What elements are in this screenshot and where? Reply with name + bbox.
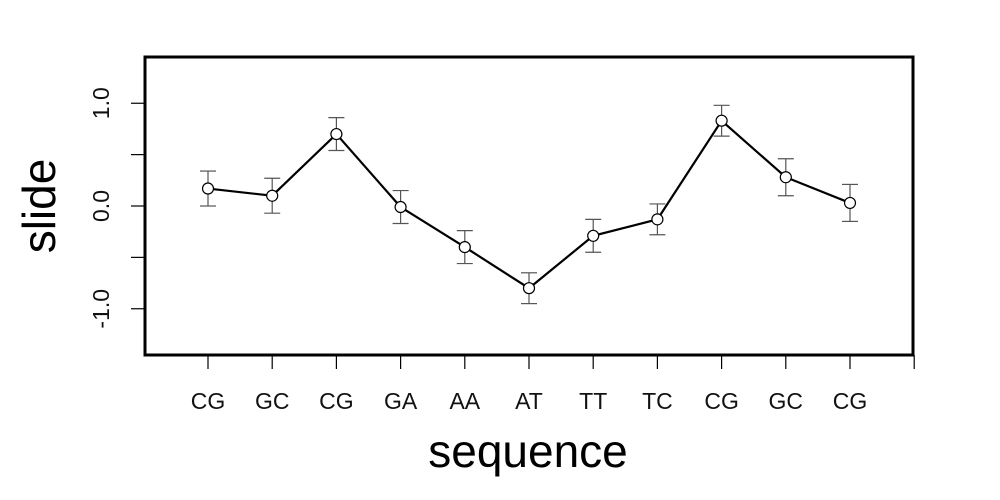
data-point [330, 127, 343, 141]
y-axis-title: slide [13, 159, 65, 254]
data-point [394, 200, 407, 214]
data-point [651, 213, 664, 226]
x-tick-label: CG [319, 388, 354, 414]
y-tick-label: -1.0 [88, 289, 114, 329]
series-line [207, 119, 851, 290]
x-axis-title: sequence [428, 425, 628, 477]
x-tick-label: GC [769, 388, 804, 414]
x-tick-label: CG [704, 388, 739, 414]
x-tick-label: TC [642, 388, 673, 414]
error-bars [200, 104, 858, 305]
x-tick-label: TT [579, 388, 607, 414]
plot-frame [143, 55, 915, 357]
x-tick-label: CG [191, 388, 226, 414]
y-axis: -1.0 0.0 1.0 [88, 87, 145, 329]
x-tick-label: GA [384, 388, 418, 414]
data-point [201, 182, 215, 195]
x-tick-label: CG [833, 388, 868, 414]
y-tick-label: 0.0 [88, 190, 114, 222]
x-axis: CG GC CG GA AA AT TT TC CG GC CG [191, 355, 915, 414]
data-points [201, 114, 857, 295]
data-point [266, 189, 279, 202]
data-point [458, 241, 471, 254]
y-tick-label: 1.0 [88, 87, 114, 119]
data-point [779, 171, 792, 184]
data-point [715, 114, 728, 127]
x-tick-label: AT [515, 388, 543, 414]
x-tick-label: AA [449, 388, 480, 414]
data-point [522, 282, 536, 295]
x-tick-label: GC [255, 388, 290, 414]
data-point [587, 229, 600, 242]
data-point [843, 196, 857, 210]
